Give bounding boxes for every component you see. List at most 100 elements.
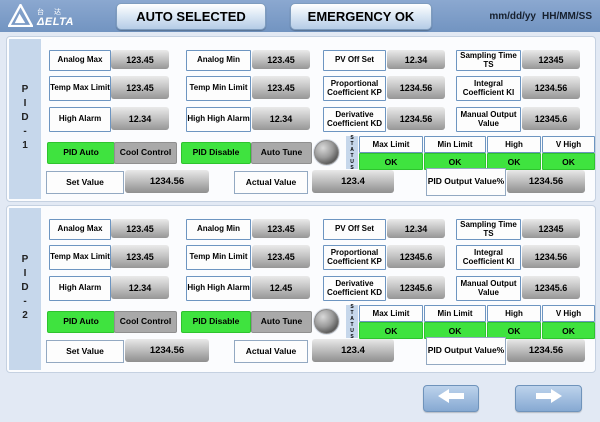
emergency-ok-button[interactable]: EMERGENCY OK [290, 3, 432, 30]
pid2-status-lamp [314, 309, 339, 334]
pid1-actual-value-label: Actual Value [234, 171, 308, 194]
pid2-output-value-label: PID Output Value% [426, 337, 506, 365]
pid1-min-limit-header: Min Limit [424, 136, 486, 153]
pid1-analog-min-label: Analog Min [186, 50, 251, 71]
pid1-sampling-time-label: Sampling Time TS [456, 50, 521, 71]
pid2-side-label: PID-2 [9, 208, 41, 370]
pid2-actual-value-label: Actual Value [234, 340, 308, 363]
pid1-kp-value[interactable]: 1234.56 [387, 76, 445, 99]
pid1-actual-value: 123.4 [312, 170, 394, 193]
pid1-temp-max-value[interactable]: 123.45 [111, 76, 169, 99]
time-display: HH/MM/SS [542, 10, 592, 22]
pid1-temp-min-value[interactable]: 123.45 [252, 76, 310, 99]
pid2-vhigh-status: OK [542, 322, 595, 339]
pid2-sampling-time-label: Sampling Time TS [456, 219, 521, 240]
pid2-kd-label: Derivative Coefficient KD [323, 276, 386, 301]
pid1-pid-disable-button[interactable]: PID Disable [181, 142, 251, 164]
pid2-temp-max-label: Temp Max Limit [49, 245, 111, 270]
pid1-kd-label: Derivative Coefficient KD [323, 107, 386, 132]
pid2-kp-label: Proportional Coefficient KP [323, 245, 386, 270]
pid1-manual-output-label: Manual Output Value [456, 107, 521, 132]
pid1-max-limit-status: OK [359, 153, 423, 170]
pid1-max-limit-header: Max Limit [359, 136, 423, 153]
pid2-status-label: STATUS [346, 304, 358, 340]
pid2-kd-value[interactable]: 12345.6 [387, 276, 445, 299]
pid1-highhigh-alarm-label: High High Alarm [186, 107, 251, 132]
pid1-manual-output-value[interactable]: 12345.6 [522, 107, 580, 130]
pid2-analog-min-value[interactable]: 123.45 [252, 219, 310, 238]
pid2-temp-min-label: Temp Min Limit [186, 245, 251, 270]
pid1-ki-value[interactable]: 1234.56 [522, 76, 580, 99]
pid1-high-header: High [487, 136, 541, 153]
pid2-high-status: OK [487, 322, 541, 339]
pid2-output-value: 1234.56 [507, 339, 585, 362]
pid1-vhigh-header: V High [542, 136, 595, 153]
pid1-set-value[interactable]: 1234.56 [125, 170, 209, 193]
pid2-kp-value[interactable]: 12345.6 [387, 245, 445, 268]
pid2-temp-max-value[interactable]: 123.45 [111, 245, 169, 268]
pid1-status-label: STATUS [346, 135, 358, 171]
pid2-pid-disable-button[interactable]: PID Disable [181, 311, 251, 333]
pid2-highhigh-alarm-value[interactable]: 12.45 [252, 276, 310, 299]
date-display: mm/dd/yy [489, 10, 536, 22]
header-bar: 台 达 ΔELTA AUTO SELECTED EMERGENCY OK mm/… [0, 0, 600, 32]
pid1-cool-control-button[interactable]: Cool Control [114, 142, 177, 164]
pid2-pv-offset-value[interactable]: 12.34 [387, 219, 445, 238]
delta-triangle-icon [7, 2, 34, 32]
pid2-sampling-time-value[interactable]: 12345 [522, 219, 580, 238]
pid2-ki-label: Integral Coefficient KI [456, 245, 521, 270]
pid2-panel: PID-2 Analog Max 123.45 Analog Min 123.4… [6, 205, 596, 373]
pid1-analog-min-value[interactable]: 123.45 [252, 50, 310, 69]
pid1-pv-offset-label: PV Off Set [323, 50, 386, 71]
pid2-set-value[interactable]: 1234.56 [125, 339, 209, 362]
next-page-button[interactable] [515, 385, 582, 412]
pid2-analog-max-label: Analog Max [49, 219, 111, 240]
pid1-output-value: 1234.56 [507, 170, 585, 193]
pid2-analog-min-label: Analog Min [186, 219, 251, 240]
pid2-analog-max-value[interactable]: 123.45 [111, 219, 169, 238]
pid2-manual-output-label: Manual Output Value [456, 276, 521, 301]
pid1-vhigh-status: OK [542, 153, 595, 170]
pid2-min-limit-header: Min Limit [424, 305, 486, 322]
pid1-kp-label: Proportional Coefficient KP [323, 76, 386, 101]
prev-page-button[interactable] [423, 385, 479, 412]
right-arrow-icon [535, 389, 562, 408]
pid1-auto-tune-button[interactable]: Auto Tune [251, 142, 312, 164]
delta-logo-text: 台 达 ΔELTA [37, 9, 74, 28]
pid1-pid-auto-button[interactable]: PID Auto [47, 142, 115, 164]
pid2-actual-value: 123.4 [312, 339, 394, 362]
pid1-status-lamp [314, 140, 339, 165]
pid1-kd-value[interactable]: 1234.56 [387, 107, 445, 130]
pid2-auto-tune-button[interactable]: Auto Tune [251, 311, 312, 333]
pid2-ki-value[interactable]: 1234.56 [522, 245, 580, 268]
auto-selected-button[interactable]: AUTO SELECTED [116, 3, 266, 30]
pid1-pv-offset-value[interactable]: 12.34 [387, 50, 445, 69]
pid2-high-alarm-value[interactable]: 12.34 [111, 276, 169, 299]
pid1-output-value-label: PID Output Value% [426, 168, 506, 196]
pid1-panel: PID-1 Analog Max 123.45 Analog Min 123.4… [6, 36, 596, 202]
pid1-analog-max-value[interactable]: 123.45 [111, 50, 169, 69]
pid1-high-status: OK [487, 153, 541, 170]
pid1-high-alarm-label: High Alarm [49, 107, 111, 132]
pid2-vhigh-header: V High [542, 305, 595, 322]
pid2-max-limit-header: Max Limit [359, 305, 423, 322]
pid2-pv-offset-label: PV Off Set [323, 219, 386, 240]
pid2-highhigh-alarm-label: High High Alarm [186, 276, 251, 301]
pid1-analog-max-label: Analog Max [49, 50, 111, 71]
pid2-pid-auto-button[interactable]: PID Auto [47, 311, 115, 333]
pid2-manual-output-value[interactable]: 12345.6 [522, 276, 580, 299]
pid2-cool-control-button[interactable]: Cool Control [114, 311, 177, 333]
pid2-set-value-label: Set Value [46, 340, 124, 363]
pid1-ki-label: Integral Coefficient KI [456, 76, 521, 101]
pid1-high-alarm-value[interactable]: 12.34 [111, 107, 169, 130]
delta-cjk-text: 台 达 [37, 8, 65, 16]
pid2-high-header: High [487, 305, 541, 322]
delta-logo: 台 达 ΔELTA [7, 2, 74, 32]
left-arrow-icon [438, 389, 464, 408]
pid1-temp-min-label: Temp Min Limit [186, 76, 251, 101]
datetime-display: mm/dd/yy HH/MM/SS [489, 0, 592, 32]
pid1-highhigh-alarm-value[interactable]: 12.34 [252, 107, 310, 130]
pid1-sampling-time-value[interactable]: 12345 [522, 50, 580, 69]
pid2-temp-min-value[interactable]: 123.45 [252, 245, 310, 268]
